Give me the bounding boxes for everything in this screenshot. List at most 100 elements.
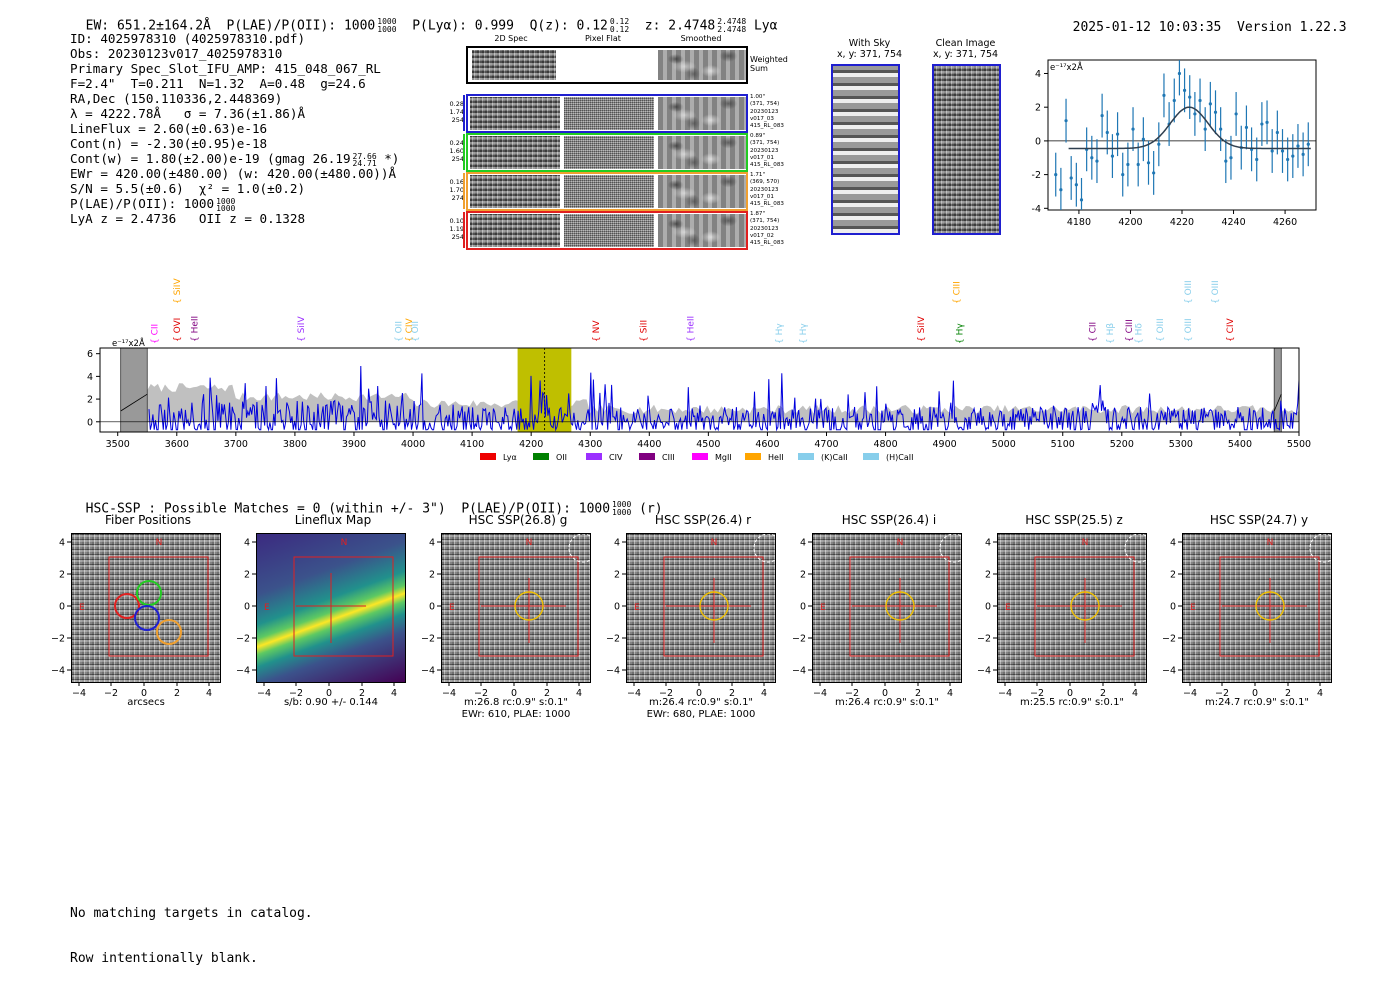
weighted-sum-strip [466,46,748,84]
zoom-data-point [1219,127,1223,131]
cutout-x-tick-label: 2 [729,688,735,699]
spectrum-y-label: e⁻¹⁷x2Å [112,337,145,349]
legend-swatch [798,453,814,460]
spectral-line-label: { OIII [1156,318,1166,342]
spec2d-row-stats: 0.24 1.60 254 [446,139,464,163]
plya-value: P(Lyα): 0.999 [412,18,514,34]
hsc-summary: HSC-SSP : Possible Matches = 0 (within +… [70,486,663,517]
legend-label: HeII [768,453,784,462]
spec2d-row-info: 1.00" (371, 754) 20230123 v017_03 415_RL_083 [750,94,796,130]
masked-region [120,347,148,433]
cutout-caption: m:25.5 rc:0.9" s:0.1" [987,697,1157,709]
info-lyaz: LyA z = 2.4736 OII z = 0.1328 [70,211,306,226]
cutout-axes: −4 −2 0 2 4 [257,682,397,699]
zoom-data-point [1069,176,1073,180]
hsc-summary-text: HSC-SSP : Possible Matches = 0 (within +… [85,501,611,517]
zoom-data-point [1280,149,1285,153]
row-info-line: 0.89" [750,133,766,139]
row-2d-image [470,175,560,208]
z-lo: 2.4748 [717,25,747,34]
z-value: z: 2.4748 [644,18,716,34]
cutout-y-tick-label: 4 [985,538,991,549]
cutout-caption: m:26.8 rc:0.9" s:0.1" EWr: 610, PLAE: 100… [431,697,601,721]
row-2d-image [470,97,560,130]
cutout-y-tick-label: 4 [1170,538,1176,549]
row-info-line: v017_01 [750,193,774,200]
spectral-line-label: { CIV [405,317,415,342]
with-sky-image [831,64,900,235]
spectrum-x-tick-label: 3700 [224,439,248,450]
fiber-circle [156,619,182,645]
cutout-y-tick-label: −4 [1162,666,1176,677]
spectral-line-label: { OIII [1184,280,1194,304]
spectral-line-label: { SiIV [917,316,927,342]
spectral-line-label: { Hδ [1134,323,1144,344]
info-contw: Cont(w) = 1.80(±2.00)e-19 (gmag 26.19 27.… [70,151,399,167]
cutout-x-tick-label: 2 [1285,688,1291,699]
spectrum-error-band [147,383,1299,422]
smoothed-col-title: Smoothed [680,34,722,43]
legend-swatch [745,453,761,460]
cutout-panel: HSC SSP(26.4) i N E −4 −2 0 2 4 −4 −2 0 2 4 m:26.4 rc… [792,510,982,725]
spectral-line-label: { NV [592,320,602,342]
compass-north: N [1082,538,1089,548]
cutout-x-tick-label: −4 [442,688,456,699]
detection-circle [885,591,915,621]
cutout-caption-line: m:26.8 rc:0.9" s:0.1" [463,697,569,708]
cutout-title: Lineflux Map [294,513,372,527]
spectral-line-label: { Hβ [1106,323,1116,344]
cutout-caption-line: m:26.4 rc:0.9" s:0.1" [648,697,754,708]
cutout-x-tick-label: 0 [326,688,332,699]
zoom-data-point [1270,149,1274,153]
cutout-panel: Lineflux Map N E −4 −2 0 2 4 −4 −2 0 2 4 s/b: 0.90 +/… [236,510,426,725]
plae-hi: 1000 [377,17,397,26]
zoom-data-point [1291,154,1295,158]
cutout-title: HSC SSP(26.8) g [468,513,568,527]
row-stat: 254 [451,116,464,124]
zoom-data-point [1054,173,1058,177]
zoom-plot-frame [1047,59,1317,211]
cutout-y-tick-label: 0 [985,602,991,613]
zoom-data-point [1131,127,1135,131]
zoom-data-point [1126,162,1130,167]
footer-notes: No matching targets in catalog. Row inte… [70,876,313,981]
zoom-data-point [1255,157,1259,162]
neighbor-circle [939,534,961,563]
cutout-y-tick-label: −2 [606,634,620,645]
aperture-box [1034,556,1135,657]
cutout-x-tick-label: 0 [511,688,517,699]
zoom-data-point [1224,159,1228,163]
full-spectrum-chart: 3500 3600 3700 3800 3900 4000 4100 4200 4300 4400… [87,278,1311,462]
compass-east: E [79,603,85,613]
cutout-x-tick-label: 4 [576,688,582,699]
info-contn: Cont(n) = -2.30(±0.95)e-18 [70,136,268,151]
row-smoothed-image [658,214,746,247]
cutout-x-tick-label: 4 [761,688,767,699]
cutout-x-tick-label: 2 [1100,688,1106,699]
cutout-y-axis: −4 −2 0 2 4 [977,538,997,677]
spectral-line-label: { SiII [639,320,649,342]
compass-north: N [341,538,348,548]
row-info-line: (369, 570) [750,179,780,186]
row-info-line: 415_RL_083 [750,240,784,247]
cutout-y-tick-label: −2 [792,634,806,645]
row-flat-image [564,97,654,130]
zoom-data-point [1198,98,1202,103]
zoom-data-point [1105,130,1109,135]
qz-lo: 0.12 [609,25,630,34]
row-smoothed-image [658,136,746,169]
cutout-panel: HSC SSP(25.5) z N E −4 −2 0 2 4 −4 −2 0 2 4 m:25.5 rc… [977,510,1167,725]
cutout-overlay: NE [820,534,961,657]
legend-label: MgII [715,453,732,462]
zoom-data-point [1275,130,1279,135]
detection-circle [699,591,729,621]
zoom-data-point [1203,127,1207,131]
spec2d-row-stats: 0.10 1.19 254 [446,217,464,241]
row-2d-image [470,214,560,247]
spectrum-x-tick-label: 4700 [814,439,838,450]
compass-east: E [264,603,270,613]
spectrum-x-tick-label: 5200 [1110,439,1134,450]
spectrum-x-tick-label: 5000 [992,439,1016,450]
info-plae: P(LAE)/P(OII): 1000 1000 1000 [70,196,399,212]
